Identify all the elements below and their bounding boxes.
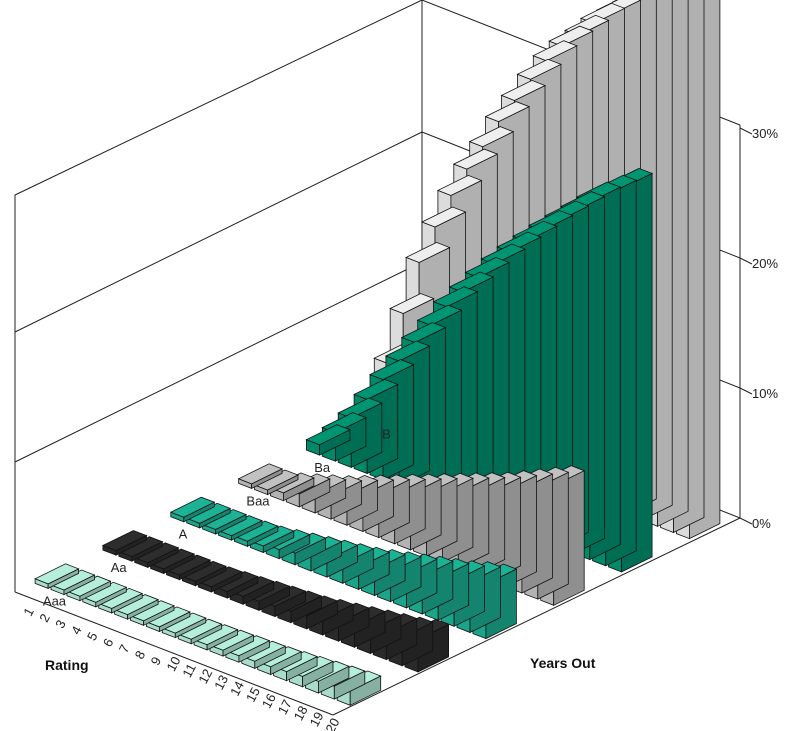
year-tick-label: 5 bbox=[84, 630, 101, 643]
bar-Baa-1 bbox=[237, 463, 284, 490]
year-tick-label: 8 bbox=[132, 648, 149, 661]
bar-top-face bbox=[468, 126, 515, 148]
bar-Aa-5 bbox=[165, 554, 212, 581]
rating-tick-label: Aaa bbox=[43, 593, 67, 608]
bar-top-face bbox=[169, 496, 216, 518]
rating-tick-label: Baa bbox=[246, 493, 270, 508]
z-tick-mark bbox=[739, 257, 753, 265]
z-tick-mark bbox=[739, 517, 753, 525]
year-tick-label: 6 bbox=[100, 636, 117, 649]
z-tick-mark bbox=[739, 127, 753, 135]
year-tick-label: 16 bbox=[259, 691, 279, 711]
year-tick-label: 15 bbox=[243, 685, 263, 705]
bar-top-face bbox=[368, 359, 415, 381]
z-tick-label: 0% bbox=[752, 516, 771, 531]
bar-Aaa-4 bbox=[81, 581, 128, 608]
bar-A-4 bbox=[217, 515, 263, 541]
years-axis-title: Years Out bbox=[530, 655, 596, 671]
gridline-left bbox=[14, 131, 423, 333]
rating-axis-line bbox=[14, 591, 334, 716]
bar-top-face bbox=[421, 206, 467, 228]
z-tick-label: 10% bbox=[752, 386, 778, 401]
bar-top-face bbox=[516, 58, 562, 80]
bar-top-face bbox=[452, 148, 499, 170]
z-tick-label: 20% bbox=[752, 256, 778, 271]
bar-Aaa-5 bbox=[97, 587, 144, 614]
year-tick-label: 1 bbox=[20, 605, 37, 618]
bar-A-3 bbox=[201, 509, 248, 535]
bar-Aaa-8 bbox=[145, 606, 191, 633]
bar-top-face bbox=[500, 79, 546, 101]
bar-Aaa-11 bbox=[193, 624, 239, 651]
year-tick-label: 7 bbox=[116, 642, 133, 655]
rating-tick-label: A bbox=[179, 527, 188, 542]
rating-tick-label: B bbox=[382, 427, 391, 442]
rating-tick-label: Ba bbox=[314, 460, 331, 475]
bar-Aaa-10 bbox=[177, 618, 223, 645]
bar-top-face bbox=[237, 463, 284, 485]
year-tick-label: 10 bbox=[163, 654, 183, 674]
bar-top-face bbox=[34, 563, 80, 585]
year-tick-label: 12 bbox=[195, 666, 215, 686]
year-tick-label: 19 bbox=[307, 709, 327, 729]
bar-Aa-3 bbox=[133, 542, 180, 569]
bar-top-face bbox=[484, 101, 531, 123]
bar-Aa-1 bbox=[101, 530, 148, 556]
bar-top-face bbox=[405, 241, 451, 263]
bar-top-face bbox=[389, 293, 435, 314]
bar-top-face bbox=[400, 322, 447, 343]
bar-Aaa-6 bbox=[113, 594, 160, 620]
year-tick-label: 18 bbox=[291, 703, 311, 723]
bar-Aaa-9 bbox=[161, 612, 207, 639]
bar-top-face bbox=[305, 424, 352, 446]
bar-top-face bbox=[416, 304, 463, 326]
z-tick-label: 30% bbox=[752, 126, 778, 141]
bar-top-face bbox=[436, 174, 483, 196]
year-tick-label: 3 bbox=[52, 617, 69, 630]
bar-top-face bbox=[384, 340, 431, 362]
bar-Ba-1 bbox=[305, 424, 352, 456]
bar-A-1 bbox=[169, 496, 216, 523]
year-tick-label: 4 bbox=[68, 624, 85, 637]
bar-Aaa-13 bbox=[224, 635, 271, 663]
year-tick-label: 14 bbox=[227, 679, 247, 699]
year-tick-label: 9 bbox=[148, 654, 165, 667]
bar-A-5 bbox=[233, 520, 279, 548]
bar-Aaa-1 bbox=[34, 563, 80, 590]
bar-top-face bbox=[432, 286, 479, 308]
gridline-left bbox=[14, 261, 423, 463]
rating-tick-label: Aa bbox=[111, 560, 128, 575]
year-tick-label: 17 bbox=[275, 697, 295, 717]
year-tick-label: 11 bbox=[179, 661, 199, 680]
year-tick-label: 2 bbox=[36, 611, 53, 624]
bar-A-6 bbox=[249, 525, 295, 554]
bars-group bbox=[34, 0, 721, 706]
years-axis-line bbox=[332, 517, 741, 716]
rating-axis-title: Rating bbox=[45, 657, 89, 673]
left-wall-edge bbox=[14, 0, 423, 592]
bar-top-face bbox=[532, 40, 578, 62]
bar-top-face bbox=[101, 530, 148, 551]
z-tick-mark bbox=[739, 387, 753, 395]
bar-top-face bbox=[353, 378, 399, 400]
year-tick-label: 13 bbox=[211, 672, 231, 692]
